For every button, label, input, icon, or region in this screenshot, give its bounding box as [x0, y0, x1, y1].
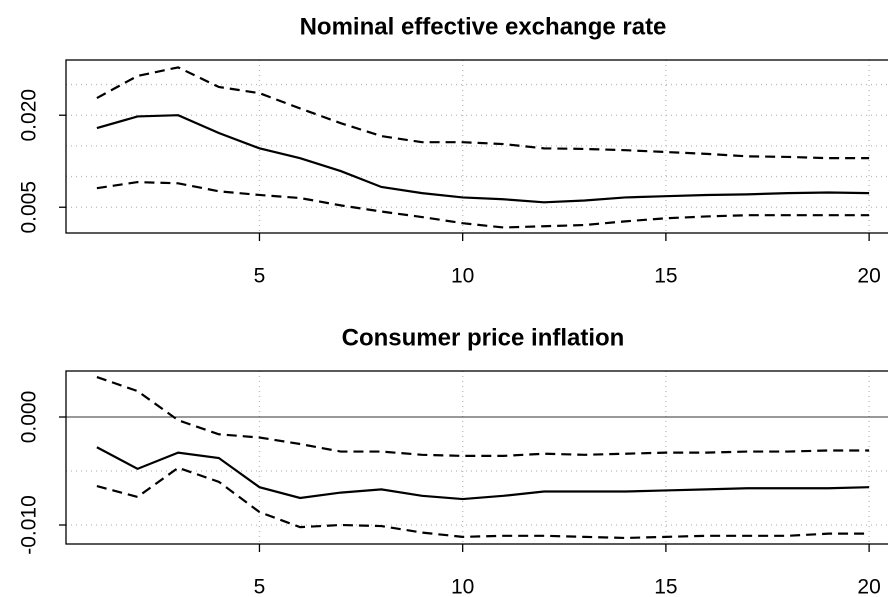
x-tick-label: 5	[254, 265, 266, 288]
line	[96, 376, 870, 457]
y-tick-label: -0.010	[18, 495, 41, 555]
line	[96, 466, 870, 540]
y-tick-label: 0.005	[18, 181, 41, 234]
y-tick-label: 0.000	[18, 391, 41, 444]
line	[96, 114, 870, 204]
x-tick-label: 15	[654, 265, 677, 288]
plot-frame	[65, 59, 888, 234]
line	[96, 180, 870, 229]
plot-frame	[65, 370, 888, 545]
chart-title: Nominal effective exchange rate	[300, 13, 667, 40]
x-tick-label: 5	[254, 576, 266, 597]
x-tick-label: 10	[451, 576, 474, 597]
x-tick-label: 10	[451, 265, 474, 288]
x-tick-label: 20	[857, 576, 880, 597]
y-tick-label: 0.020	[18, 89, 41, 142]
x-tick-label: 15	[654, 576, 677, 597]
line	[96, 66, 870, 160]
x-tick-label: 20	[857, 265, 880, 288]
chart-title: Consumer price inflation	[342, 324, 625, 351]
line	[96, 446, 870, 501]
